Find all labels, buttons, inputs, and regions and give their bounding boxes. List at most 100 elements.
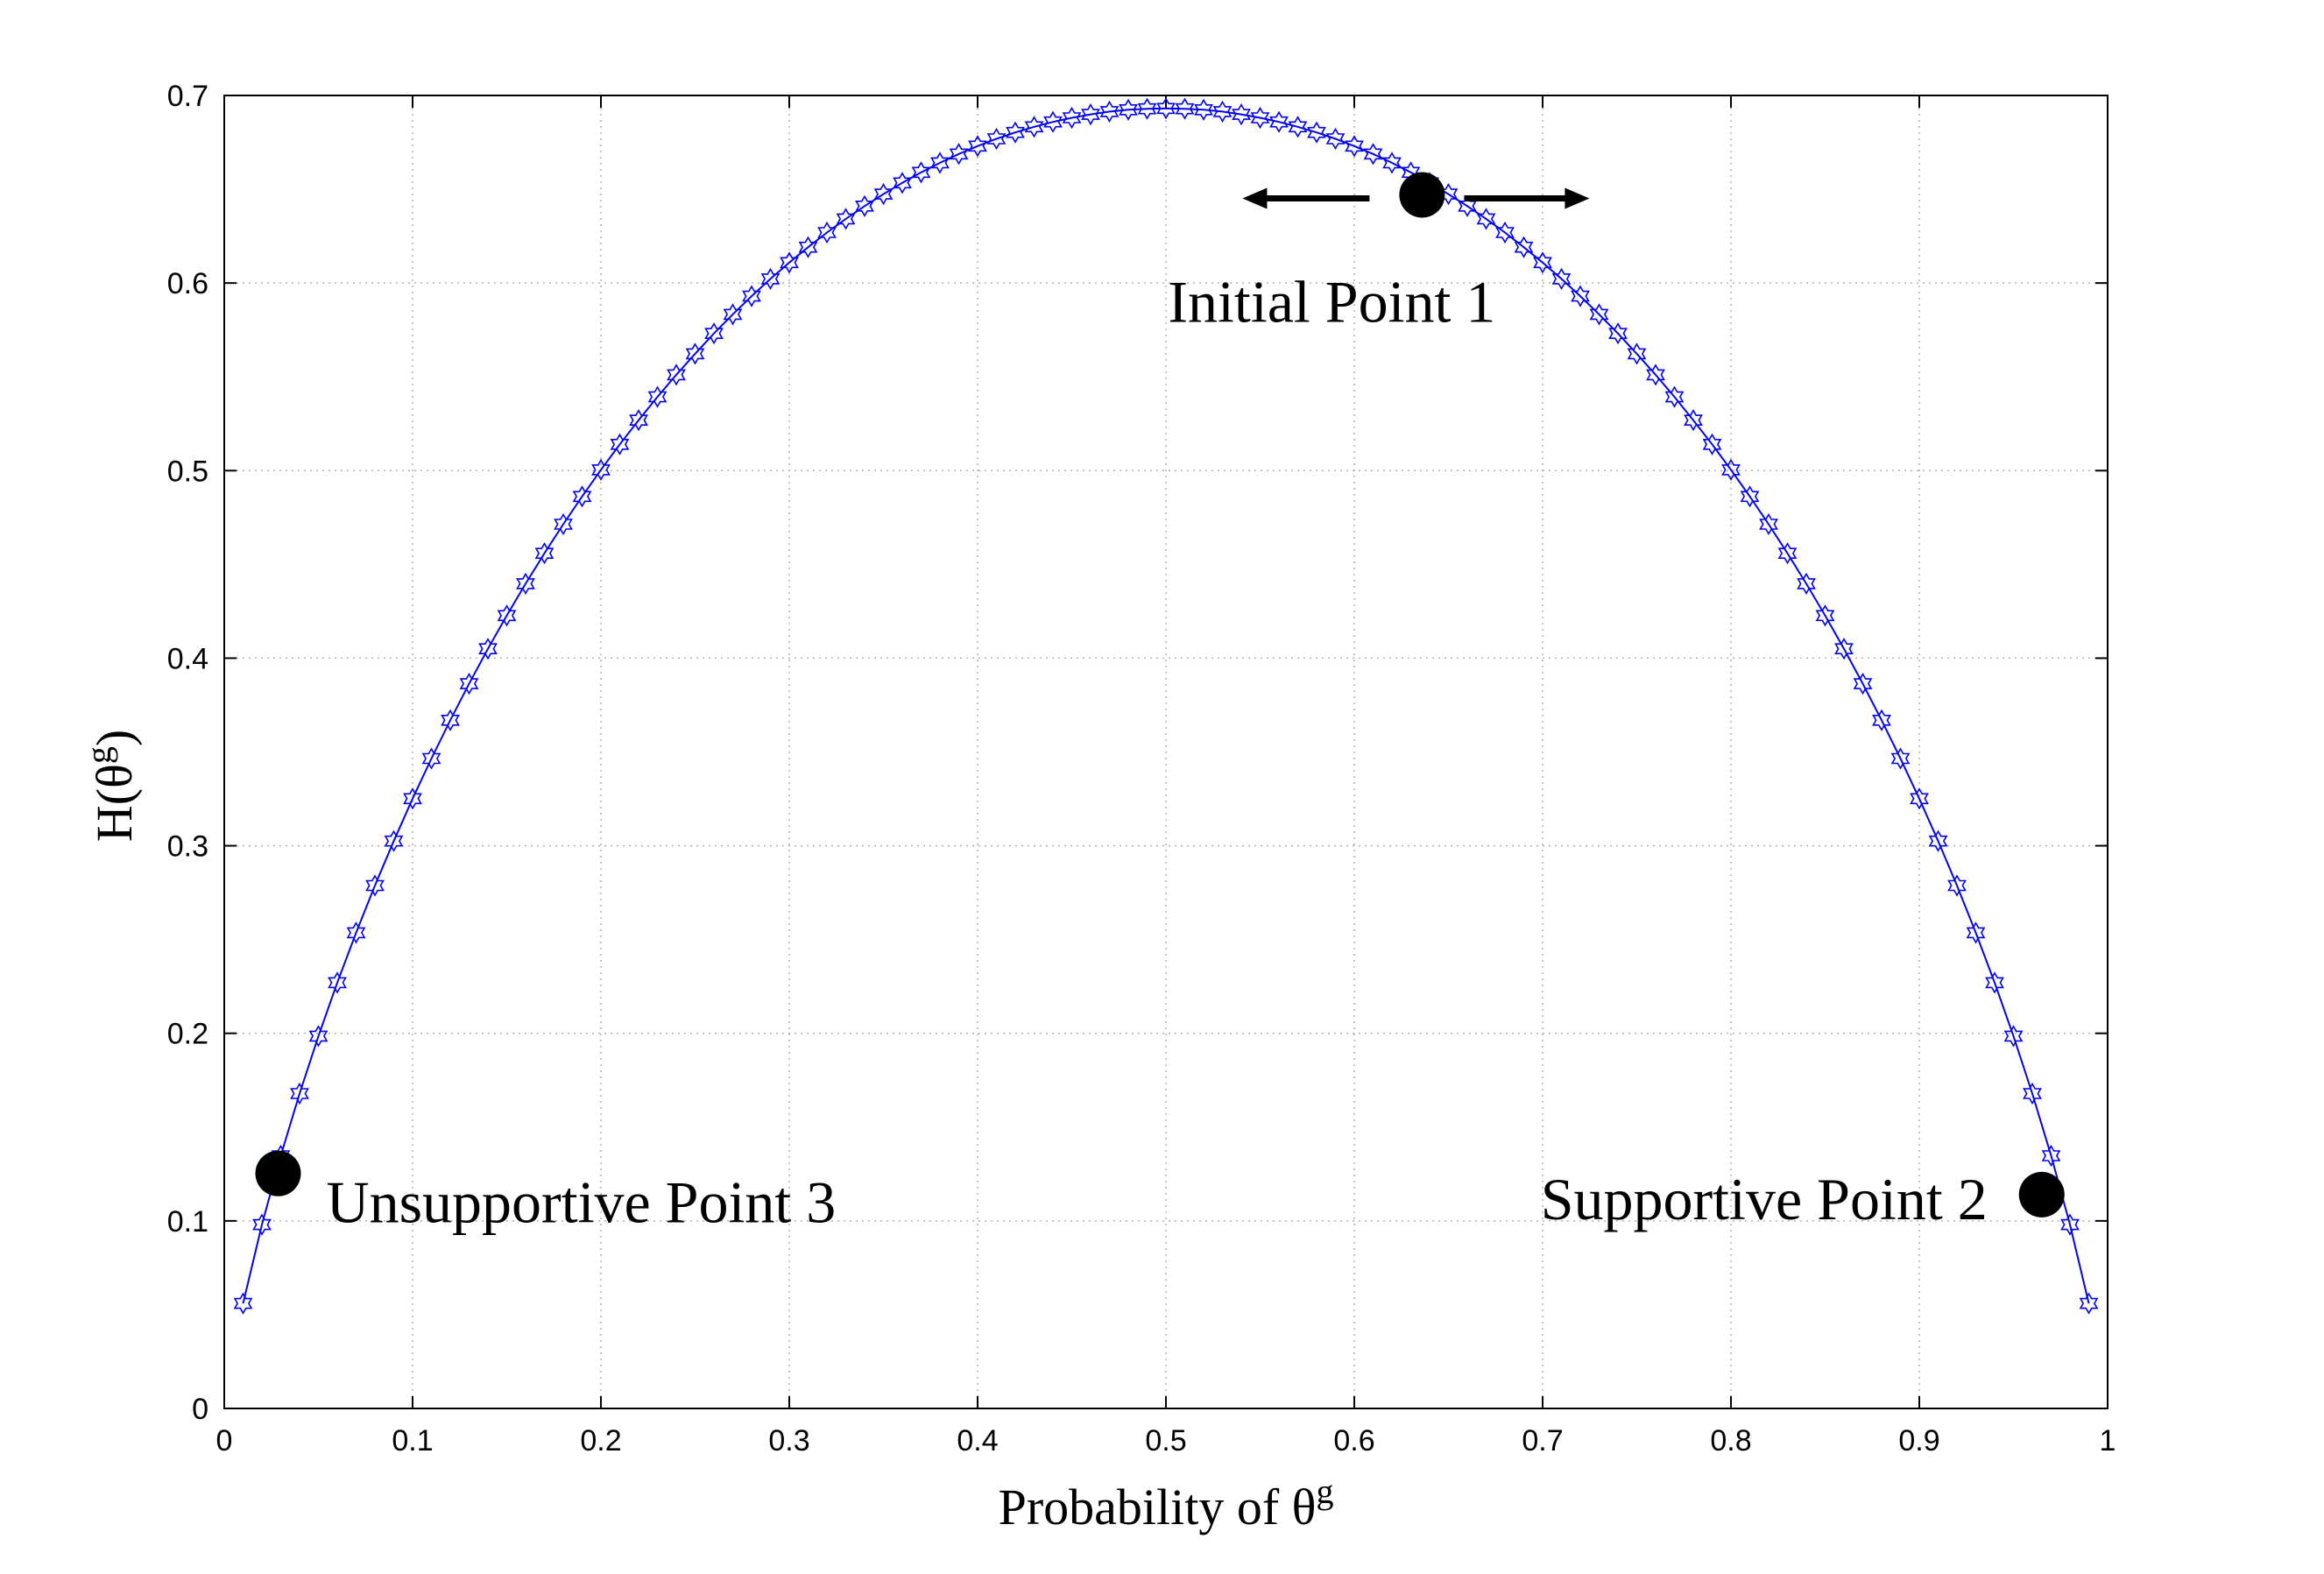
- star-marker: [1194, 98, 1213, 121]
- star-marker: [1495, 221, 1515, 244]
- x-axis-label-text: Probability of θ: [999, 1479, 1317, 1535]
- star-marker: [1928, 829, 1948, 852]
- star-marker: [290, 1082, 309, 1105]
- star-marker: [2079, 1292, 2099, 1315]
- star-marker: [516, 572, 535, 595]
- star-marker: [233, 1292, 253, 1315]
- star-marker: [742, 285, 761, 307]
- star-marker: [403, 787, 422, 810]
- star-marker: [308, 1025, 328, 1048]
- y-tick-label: 0.4: [167, 642, 208, 675]
- star-marker: [2060, 1213, 2080, 1236]
- star-marker: [1043, 110, 1063, 133]
- y-tick-label: 0.6: [167, 267, 208, 300]
- star-marker: [365, 874, 385, 897]
- x-tick-label: 0.1: [392, 1424, 433, 1458]
- star-marker: [1382, 152, 1402, 174]
- star-marker: [1646, 364, 1665, 386]
- y-axis-label-tail: ): [86, 730, 143, 746]
- star-marker: [817, 221, 837, 244]
- star-marker: [554, 512, 573, 536]
- x-tick-label: 0.5: [1145, 1424, 1186, 1458]
- star-marker: [986, 127, 1007, 151]
- star-marker: [328, 971, 347, 994]
- star-marker: [836, 208, 856, 230]
- star-marker: [534, 542, 555, 565]
- arrow-head: [1242, 187, 1268, 209]
- star-marker: [1872, 709, 1891, 731]
- star-marker: [1947, 874, 1967, 897]
- star-marker: [1853, 673, 1873, 695]
- star-marker: [893, 172, 912, 194]
- plot-frame: [223, 95, 2109, 1409]
- star-marker: [1307, 121, 1326, 144]
- x-tick-label: 0.8: [1710, 1424, 1751, 1458]
- series-line: [242, 107, 2090, 1304]
- x-tick-label: 0.6: [1333, 1424, 1374, 1458]
- x-tick-label: 0.4: [957, 1424, 998, 1458]
- star-marker: [441, 709, 460, 731]
- star-marker: [1985, 971, 2004, 994]
- star-marker: [723, 303, 743, 326]
- star-marker: [1325, 127, 1346, 151]
- star-marker: [1006, 121, 1025, 144]
- star-marker: [1608, 322, 1628, 345]
- star-marker: [1476, 208, 1496, 230]
- star-marker: [591, 458, 611, 481]
- star-marker: [1175, 97, 1195, 120]
- x-axis-label-sup: g: [1316, 1472, 1333, 1511]
- star-marker: [1533, 251, 1552, 274]
- star-marker: [1288, 116, 1308, 138]
- annotation-label: Supportive Point 2: [1541, 1166, 1988, 1232]
- star-marker: [478, 638, 498, 660]
- star-marker: [667, 364, 686, 386]
- x-tick-label: 0.3: [768, 1424, 809, 1458]
- star-marker: [1834, 638, 1854, 660]
- star-marker: [1062, 106, 1082, 130]
- star-marker: [968, 135, 987, 158]
- star-marker: [1119, 98, 1138, 121]
- star-marker: [1081, 103, 1100, 126]
- star-marker: [572, 485, 592, 508]
- x-axis-label: Probability of θg: [999, 1472, 1334, 1535]
- star-marker: [1212, 100, 1233, 123]
- star-marker: [1345, 135, 1364, 158]
- star-marker: [780, 251, 799, 274]
- star-marker: [384, 829, 404, 852]
- star-marker: [760, 267, 781, 290]
- y-tick-label: 0.5: [167, 455, 208, 488]
- annotation-label: Initial Point 1: [1168, 268, 1495, 335]
- star-marker: [1514, 236, 1534, 258]
- y-tick-label: 0.2: [167, 1018, 208, 1051]
- star-marker: [1966, 921, 1986, 944]
- star-marker: [1269, 110, 1289, 133]
- star-marker: [1137, 97, 1157, 120]
- y-axis-label-text: H(θ: [86, 764, 143, 842]
- star-marker: [1589, 303, 1609, 326]
- star-marker: [1232, 103, 1251, 126]
- star-marker: [685, 342, 705, 365]
- star-marker: [1777, 542, 1798, 565]
- y-axis-label-sup: g: [79, 746, 118, 764]
- star-marker: [1024, 116, 1044, 138]
- star-marker: [855, 194, 874, 217]
- star-marker: [1250, 106, 1270, 130]
- y-tick-label: 0: [192, 1393, 208, 1426]
- star-marker: [1815, 604, 1835, 627]
- star-marker: [629, 409, 648, 432]
- star-marker: [610, 433, 630, 455]
- star-marker: [1890, 747, 1911, 770]
- star-marker: [1551, 267, 1572, 290]
- star-marker: [1797, 572, 1816, 595]
- star-marker: [1627, 342, 1647, 365]
- star-marker: [930, 152, 950, 174]
- star-marker: [1099, 100, 1120, 123]
- star-marker: [949, 143, 969, 166]
- star-marker: [1910, 787, 1929, 810]
- x-tick-label: 0.9: [1898, 1424, 1939, 1458]
- y-tick-label: 0.1: [167, 1205, 208, 1239]
- star-marker: [1684, 409, 1703, 432]
- star-marker: [346, 921, 366, 944]
